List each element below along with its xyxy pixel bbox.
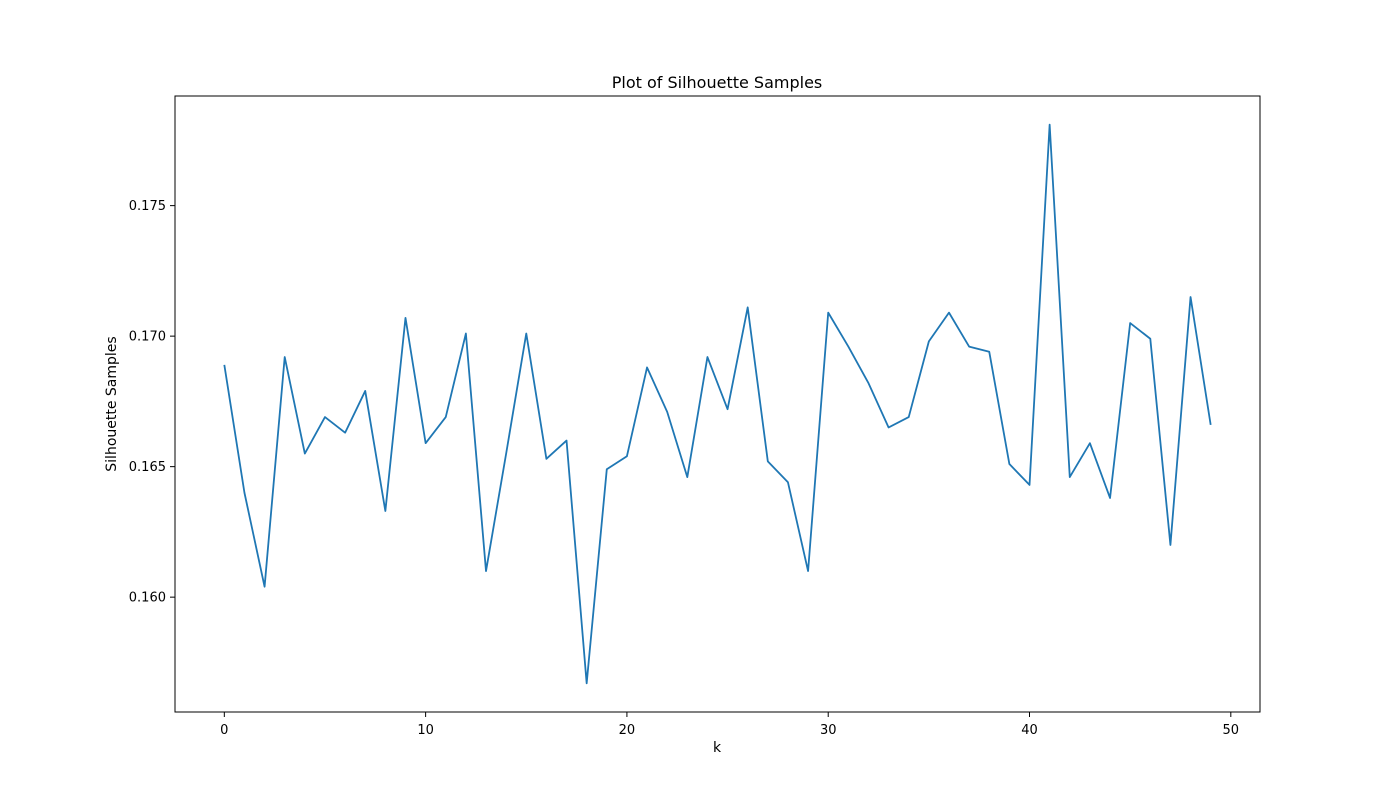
y-tick-label: 0.165 (129, 460, 166, 475)
x-tick-label: 40 (1021, 723, 1038, 738)
axes-frame (174, 95, 1261, 713)
x-tick-label: 30 (820, 723, 837, 738)
series-line (223, 123, 1212, 685)
y-tick-label: 0.160 (129, 591, 166, 606)
x-tick-label: 10 (417, 723, 434, 738)
y-tick-label: 0.170 (129, 330, 166, 345)
plot-area: 0 10 20 30 40 50 0.160 0.165 0.170 0.175 (129, 95, 1261, 738)
chart-title: Plot of Silhouette Samples (612, 73, 823, 92)
y-tick-label: 0.175 (129, 199, 166, 214)
x-tick-label: 20 (619, 723, 636, 738)
x-tick-label: 0 (220, 723, 228, 738)
y-axis-label: Silhouette Samples (104, 336, 120, 471)
x-tick-label: 50 (1223, 723, 1240, 738)
x-axis-label: k (713, 740, 722, 756)
